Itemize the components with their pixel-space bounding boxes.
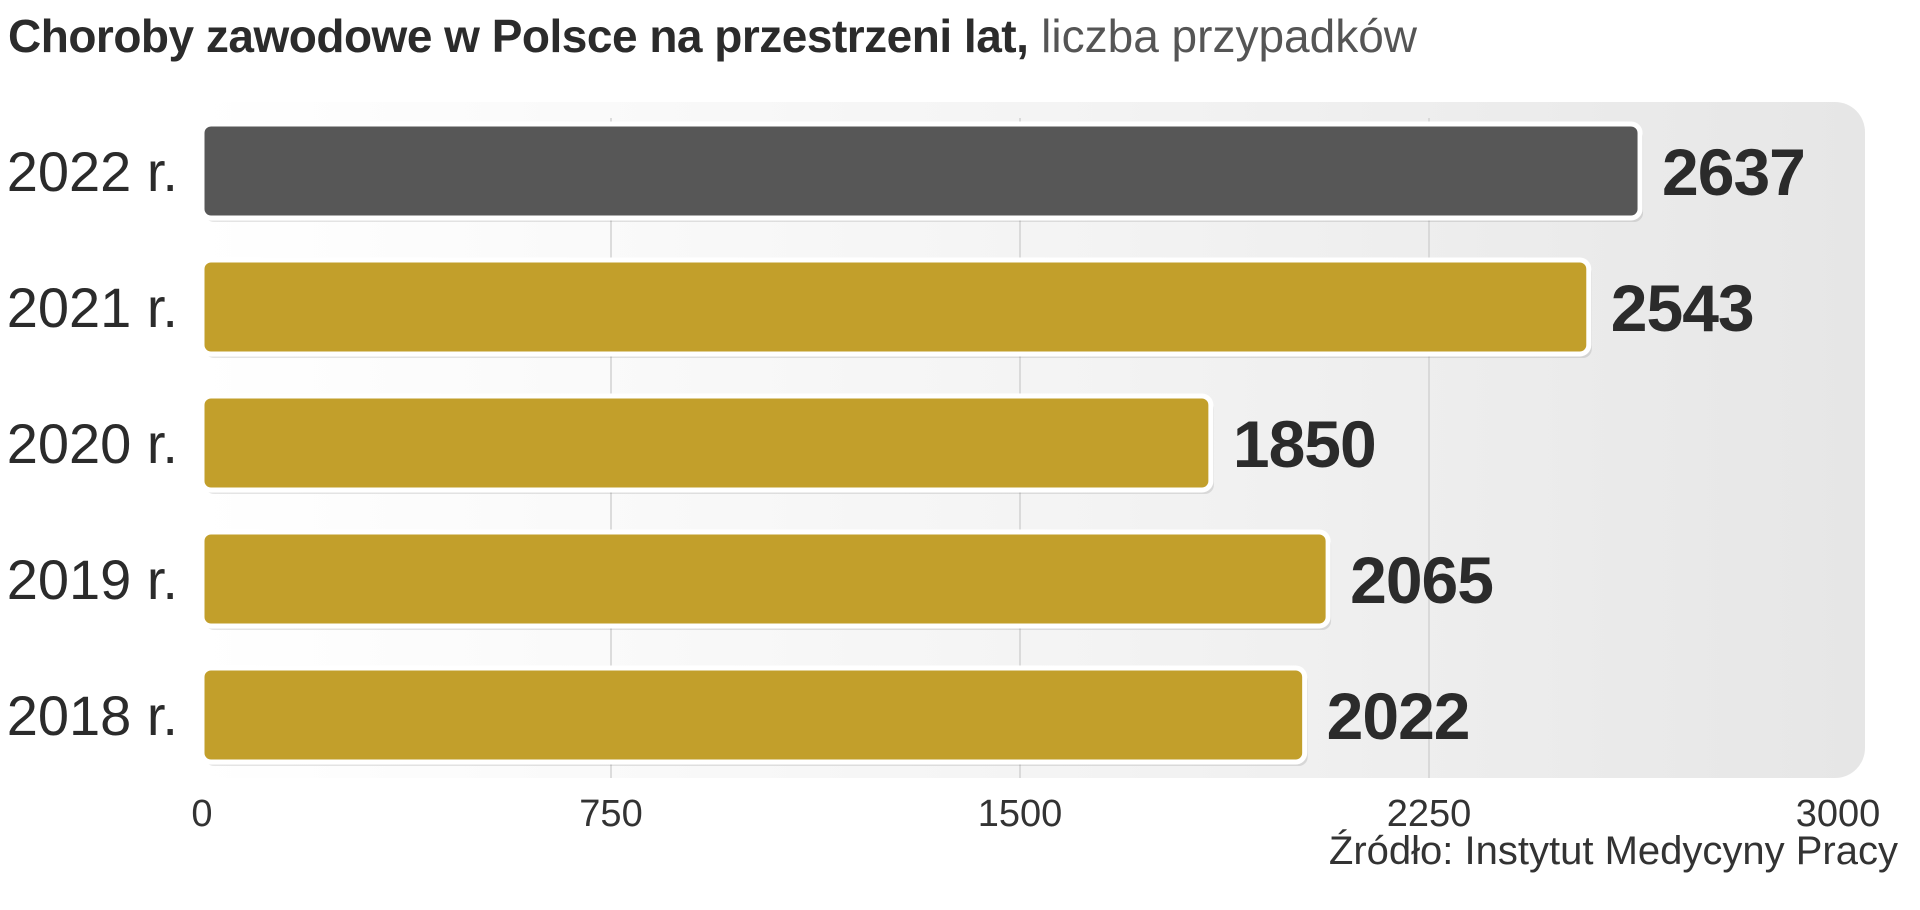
x-tick-label: 2250 [1387, 793, 1472, 835]
value-label: 2022 [1327, 679, 1470, 753]
chart-title-light: liczba przypadków [1041, 10, 1418, 62]
value-label: 2065 [1350, 543, 1493, 617]
value-label: 1850 [1233, 407, 1376, 481]
value-label: 2637 [1662, 135, 1805, 209]
x-tick-label: 3000 [1796, 793, 1881, 835]
bar [199, 665, 1308, 765]
x-tick-label: 750 [579, 793, 642, 835]
category-label: 2022 r. [7, 140, 178, 203]
bar [199, 529, 1331, 629]
category-label: 2019 r. [7, 548, 178, 611]
source-note: Źródło: Instytut Medycyny Pracy [1328, 829, 1898, 873]
category-label: 2018 r. [7, 684, 178, 747]
bar [199, 393, 1214, 493]
bar [199, 257, 1592, 357]
category-label: 2021 r. [7, 276, 178, 339]
category-label: 2020 r. [7, 412, 178, 475]
chart-title: Choroby zawodowe w Polsce na przestrzeni… [8, 6, 1417, 66]
x-tick-label: 0 [191, 793, 212, 835]
chart-title-bold: Choroby zawodowe w Polsce na przestrzeni… [8, 10, 1029, 62]
bar [199, 121, 1643, 221]
value-label: 2543 [1611, 271, 1754, 345]
x-tick-label: 1500 [978, 793, 1063, 835]
